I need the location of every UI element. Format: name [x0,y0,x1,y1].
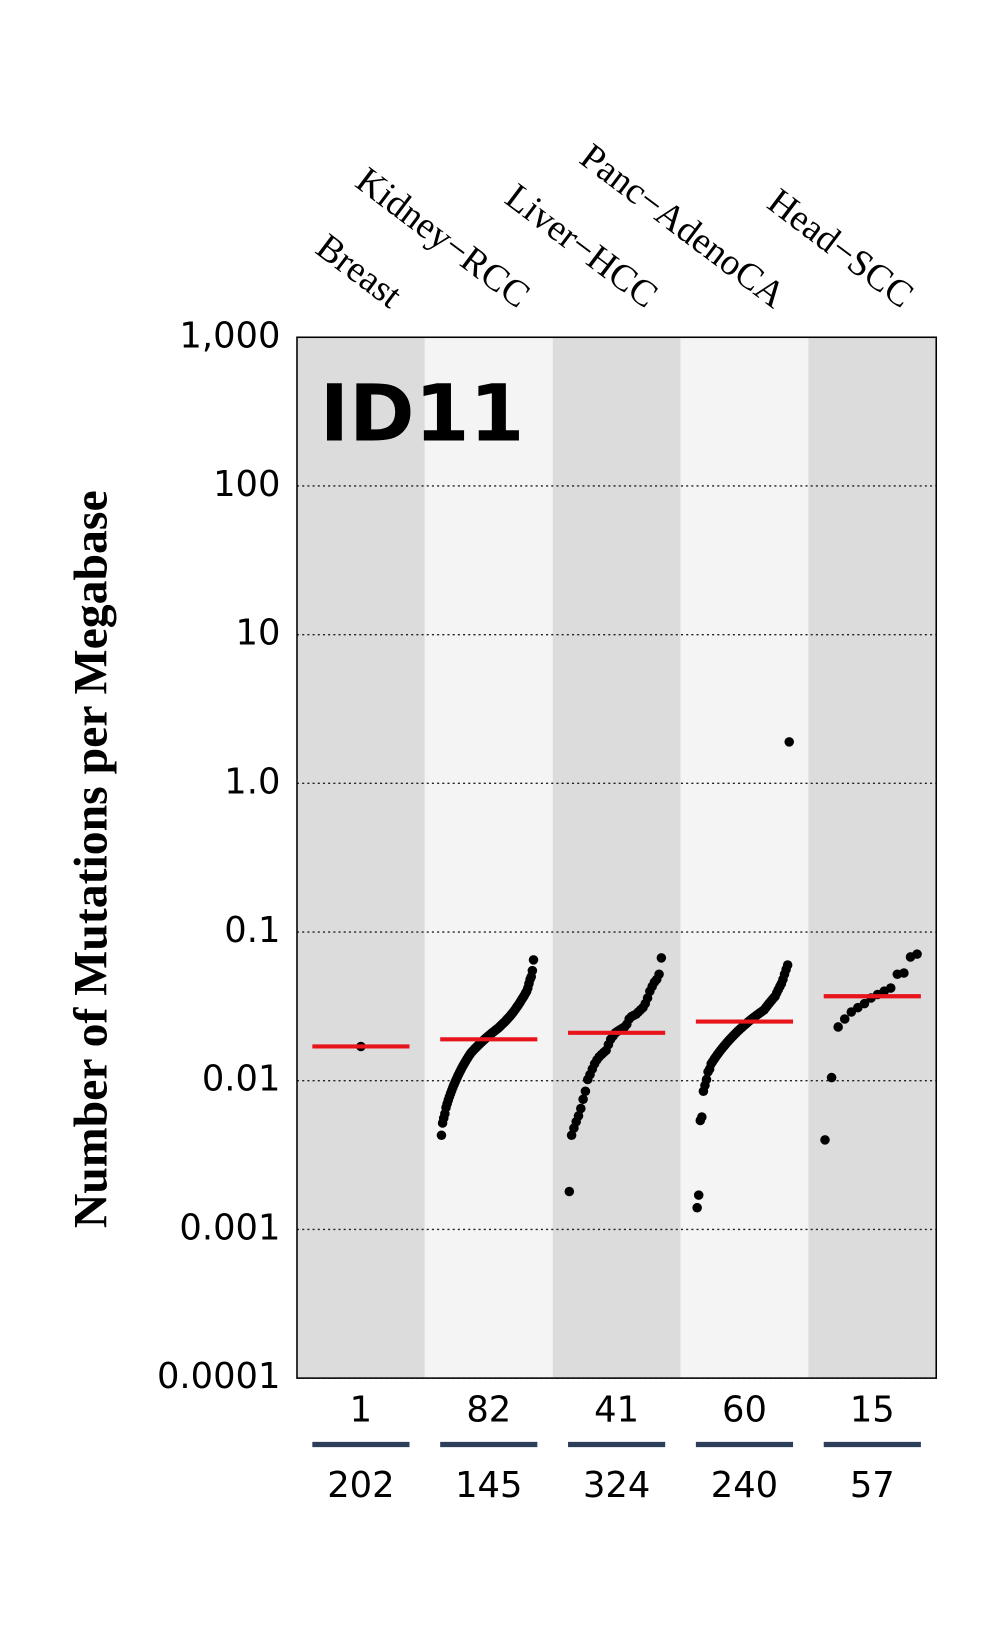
data-point [833,1022,843,1032]
data-point [436,1130,447,1141]
data-point [656,953,667,963]
samples-with-signature: 41 [594,1389,639,1430]
data-point [527,965,538,976]
data-point [654,969,664,980]
data-point [697,1112,707,1122]
samples-with-signature: 15 [850,1389,895,1430]
total-samples: 202 [327,1465,394,1506]
data-point [839,1014,850,1024]
data-point [912,949,922,959]
data-point [826,1072,837,1083]
samples-with-signature: 82 [466,1389,511,1430]
y-tick-label: 100 [213,464,280,505]
total-samples: 324 [583,1465,650,1506]
y-tick-label: 0.0001 [157,1356,280,1397]
category-band [424,337,553,1379]
data-point [564,1186,575,1197]
data-point [701,1074,712,1085]
total-samples: 57 [850,1465,895,1506]
category-band [552,337,681,1379]
data-point [578,1094,588,1105]
category-band [680,337,809,1379]
y-axis-label: Number of Mutations per Megabase [65,490,118,1228]
total-samples: 240 [711,1465,778,1506]
data-point [576,1103,586,1114]
y-tick-label: 1.0 [224,761,280,802]
y-tick-label: 0.1 [224,910,280,951]
samples-with-signature: 60 [722,1389,767,1430]
category-band [296,337,425,1379]
data-point [885,983,896,993]
data-point [693,1190,704,1200]
data-point [899,968,909,978]
category-label: Head−SCC [760,181,921,316]
data-point [784,737,794,747]
plot-frame [296,336,938,1379]
y-tick-label: 1,000 [179,315,280,356]
samples-with-signature: 1 [350,1389,372,1430]
y-tick-label: 10 [236,613,281,654]
category-label: Breast [308,226,409,317]
data-point [859,998,870,1009]
total-samples: 145 [455,1465,522,1506]
category-band [808,337,937,1379]
data-point [782,960,793,970]
data-point [692,1202,702,1213]
y-tick-label: 0.01 [202,1059,281,1100]
data-point [820,1135,830,1145]
chart-title: ID11 [320,368,525,460]
data-point [528,955,539,965]
data-point [573,1111,584,1121]
data-point [580,1086,591,1096]
y-tick-label: 0.001 [179,1207,280,1248]
